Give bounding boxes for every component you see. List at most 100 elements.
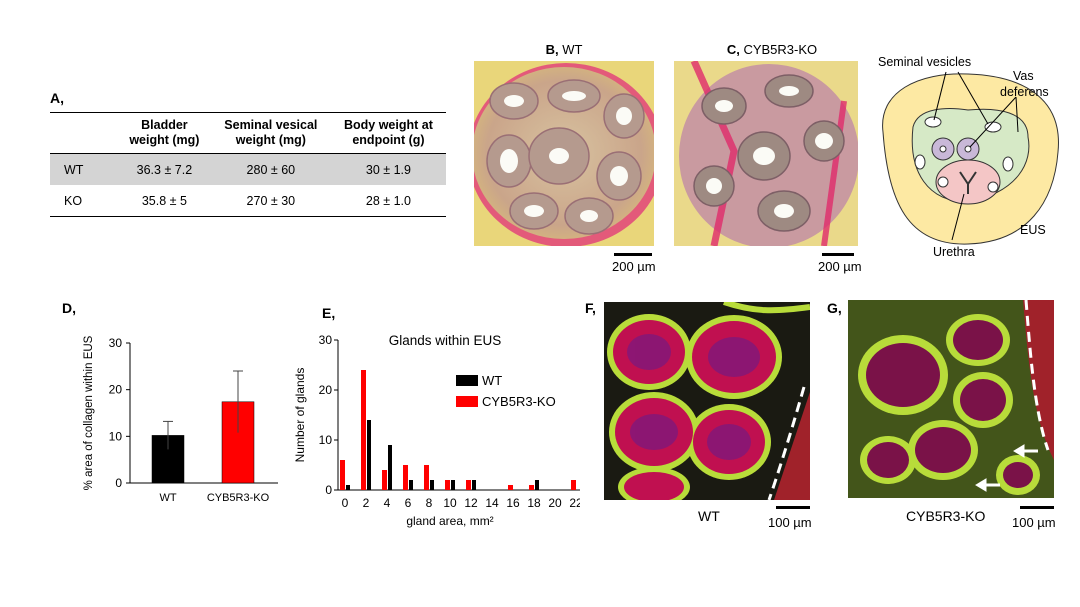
collagen-bar-chart: 0 10 20 30 WT CYB5R3-KO % area of collagen wit… [83,335,278,504]
y-tick-label: 20 [319,383,333,397]
bar [151,435,185,484]
schematic-label-seminal-vesicles: Seminal vesicles [878,55,971,69]
panel-e-letter: E, [322,305,336,321]
arrow-icon [975,478,1000,492]
x-tick-label: 14 [485,496,499,510]
panel-g-letter: G, [827,300,842,316]
bar-ko [361,370,366,490]
bar-ko [424,465,429,490]
y-axis-label: % area of collagen within EUS [83,335,95,490]
panel-c-letter: C, [726,42,740,57]
x-tick-label: 8 [426,496,433,510]
panel-f-caption: WT [698,508,720,524]
x-axis-label: gland area, mm² [406,514,493,528]
panel-b-histology-image [474,61,654,246]
x-tick-label: 0 [342,496,349,510]
bar-ko [340,460,345,490]
bar-ko [571,480,576,490]
panel-b-scale-label: 200 µm [612,259,656,274]
schematic-label-urethra: Urethra [933,245,975,259]
y-tick-label: 20 [109,383,123,397]
panel-b-group: WT [562,42,583,57]
anatomy-schematic: Seminal vesicles Vas deferens EUS Urethr… [878,55,1059,259]
x-tick-label: 12 [464,496,478,510]
bar-wt [346,485,350,490]
table-row-label: WT [64,162,84,177]
x-tick-label: 6 [405,496,412,510]
panel-c-group: CYB5R3-KO [743,42,818,57]
x-tick-label: 16 [506,496,520,510]
bar-wt [388,445,392,490]
y-tick-label: 30 [109,336,123,350]
x-tick-label: 22 [569,496,580,510]
bar-ko [403,465,408,490]
bar-ko [508,485,513,490]
y-tick-label: 0 [325,483,332,497]
panel-a-letter: A, [50,90,64,106]
panel-b-letter: B, [545,42,559,57]
chart-title: Glands within EUS [389,333,502,348]
y-tick-label: 10 [319,433,333,447]
panel-g-caption: CYB5R3-KO [906,508,986,524]
schematic-label-eus: EUS [1020,223,1046,237]
panel-g-scale-bar [1020,506,1054,509]
bar-wt [367,420,371,490]
legend-swatch [456,396,478,407]
weights-table: Bladder weight (mg) Seminal vesical weig… [50,112,446,217]
y-tick-label: 10 [109,429,123,443]
table-row: WT 36.3 ± 7.2 280 ± 60 30 ± 1.9 [50,153,446,185]
table-cell: 35.8 ± 5 [141,193,187,208]
panel-c-histology-image [674,61,858,246]
panel-f-letter: F, [585,300,596,316]
panel-c-title: C, CYB5R3-KO [672,42,872,57]
table-header-cell: Seminal vesical weight (mg) [224,117,318,148]
panel-g-fluorescence-image [848,300,1054,498]
x-tick-label: WT [159,492,176,504]
table-header-row: Bladder weight (mg) Seminal vesical weig… [50,112,446,154]
bar-wt [409,480,413,490]
table-cell: 30 ± 1.9 [365,162,411,177]
table-cell: 270 ± 30 [246,193,296,208]
panel-f-scale-bar [776,506,810,509]
bar-wt [451,480,455,490]
table-cell: 28 ± 1.0 [365,193,411,208]
bar-ko [382,470,387,490]
x-tick-label: 10 [443,496,457,510]
x-tick-label: CYB5R3-KO [207,492,270,504]
x-tick-label: 18 [527,496,541,510]
table-cell: 36.3 ± 7.2 [136,162,193,177]
panel-d-letter: D, [62,300,76,316]
legend-swatch [456,375,478,386]
table-header-cell: Bladder weight (mg) [129,117,200,148]
panel-f-fluorescence-image [604,302,810,500]
table-header-cell [50,113,118,154]
panel-g-scale-label: 100 µm [1012,515,1056,530]
panel-b-title: B, WT [474,42,654,57]
y-tick-label: 30 [319,333,333,347]
legend-label: WT [482,373,502,388]
bar-ko [466,480,471,490]
table-header-cell: Body weight at endpoint (g) [343,117,433,148]
bar-ko [529,485,534,490]
x-tick-label: 4 [384,496,391,510]
schematic-label-vas: Vas [1013,69,1034,83]
bar-wt [472,480,476,490]
y-tick-label: 0 [115,476,122,490]
panel-b-scale-bar [614,253,652,256]
x-tick-label: 2 [363,496,370,510]
panel-c-scale-label: 200 µm [818,259,862,274]
x-tick-label: 20 [548,496,562,510]
panel-f-scale-label: 100 µm [768,515,812,530]
y-axis-label: Number of glands [293,368,307,463]
panel-c-scale-bar [822,253,854,256]
bar-wt [535,480,539,490]
arrow-icon [1013,444,1038,458]
legend-label: CYB5R3-KO [482,394,556,409]
table-row: KO 35.8 ± 5 270 ± 30 28 ± 1.0 [50,185,446,217]
table-row-label: KO [64,193,83,208]
bar-ko [445,480,450,490]
table-cell: 280 ± 60 [246,162,296,177]
bar-wt [430,480,434,490]
schematic-label-deferens: deferens [1000,85,1049,99]
